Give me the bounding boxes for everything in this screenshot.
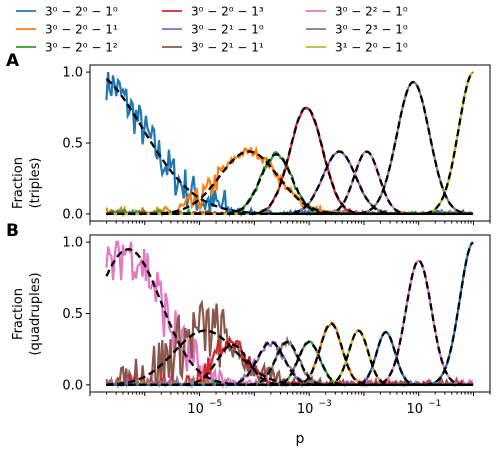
legend-label-3: 3⁰ − 2⁰ − 1² — [45, 41, 118, 55]
legend-label-6: 3⁰ − 2¹ − 1¹ — [191, 41, 264, 55]
y-tick-label: 0.0 — [62, 378, 83, 393]
ylabel-b-line1: Fraction — [11, 288, 26, 340]
legend-label-1: 3⁰ − 2⁰ − 1⁰ — [45, 5, 118, 19]
fit-line-8 — [106, 71, 474, 216]
y-tick-label: 1.0 — [62, 66, 83, 81]
ylabel-a-line1: Fraction — [11, 157, 26, 209]
panel-b-plot: 0.0 0.5 1.0 10 −5 10 −3 10 −1 — [62, 234, 491, 417]
legend-label-8: 3⁰ − 2³ − 1⁰ — [335, 23, 408, 37]
ylabel-a-line2: (triples) — [28, 158, 43, 209]
fit-line-2 — [106, 150, 473, 216]
fit-line-11 — [106, 241, 474, 387]
panel-label-b: B — [6, 221, 19, 241]
series-line-1 — [105, 72, 473, 218]
panel-a-plot: 0.0 0.5 1.0 — [62, 64, 491, 225]
fit-line-1 — [105, 78, 473, 216]
y-tick-label: 0.0 — [62, 207, 83, 222]
y-tick-label: 0.5 — [62, 137, 83, 152]
plot-area — [105, 71, 474, 218]
plot-area — [105, 241, 474, 390]
series-line-8 — [106, 71, 474, 215]
x-axis-label: p — [296, 431, 305, 447]
y-tick-label: 1.0 — [62, 236, 83, 251]
x-tick-exponent: −5 — [209, 399, 222, 409]
legend-label-5: 3⁰ − 2¹ − 1⁰ — [191, 23, 264, 37]
legend-label-4: 3⁰ − 2⁰ − 1³ — [191, 5, 264, 19]
x-tick-exponent: −1 — [428, 399, 441, 409]
panel-label-a: A — [6, 51, 20, 71]
y-tick-label: 0.5 — [62, 307, 83, 322]
legend: 3⁰ − 2⁰ − 1⁰ 3⁰ − 2⁰ − 1¹ 3⁰ − 2⁰ − 1² 3⁰ −… — [16, 5, 408, 55]
x-tick-label: 10 — [187, 402, 204, 417]
x-tick-exponent: −3 — [319, 399, 332, 409]
legend-label-2: 3⁰ − 2⁰ − 1¹ — [45, 23, 118, 37]
ylabel-b-line2: (quadruples) — [28, 272, 43, 355]
x-tick-label: 10 — [406, 402, 423, 417]
x-tick-label: 10 — [297, 402, 314, 417]
legend-label-9: 3¹ − 2⁰ − 1⁰ — [335, 41, 408, 55]
legend-label-7: 3⁰ − 2² − 1⁰ — [335, 5, 408, 19]
axes-frame — [89, 64, 491, 222]
